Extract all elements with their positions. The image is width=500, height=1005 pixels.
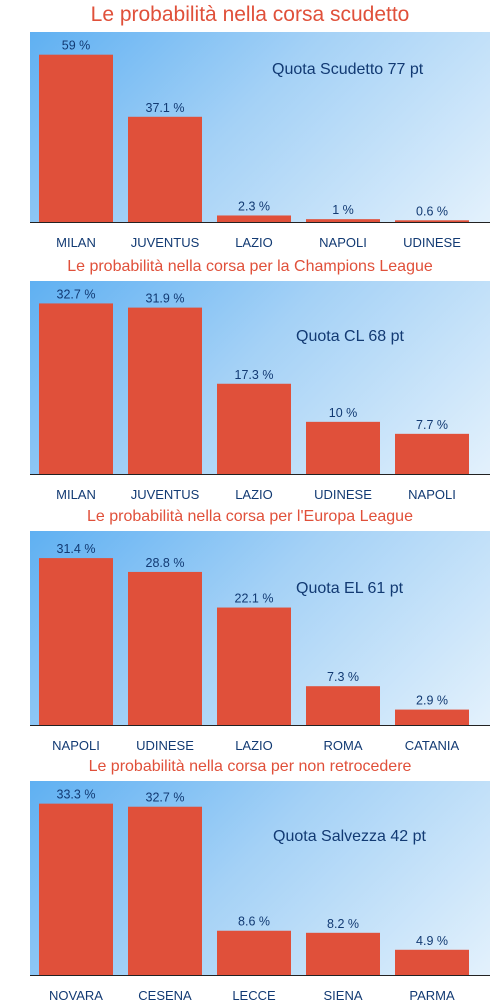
chart-2-quota-label: Quota CL 68 pt (296, 328, 404, 345)
chart-1-value-label: 2.3 % (238, 199, 270, 213)
chart-1-quota-label: Quota Scudetto 77 pt (272, 61, 424, 78)
chart-3-tick-label: UDINESE (136, 738, 194, 753)
chart-2-bar-lazio (217, 383, 291, 474)
chart-4-quota-label: Quota Salvezza 42 pt (273, 828, 426, 845)
chart-3-value-label: 7.3 % (327, 670, 359, 684)
chart-3-title: Le probabilità nella corsa per l'Europa … (87, 508, 413, 525)
chart-4-value-label: 4.9 % (416, 934, 448, 948)
chart-2-value-label: 32.7 % (57, 287, 96, 301)
chart-1-plot: 59 % 37.1 % 2.3 % 1 % 0.6 % (39, 39, 469, 222)
chart-4-bar-siena (306, 932, 380, 975)
chart-4-plot: 33.3 % 32.7 % 8.6 % 8.2 % 4.9 % (39, 788, 469, 975)
chart-4-panel: Quota Salvezza 42 pt 33.3 % 32.7 % 8.6 % 8.… (30, 781, 490, 975)
chart-3-bar-udinese (128, 571, 202, 725)
chart-4-tick-label: CESENA (138, 988, 192, 1003)
chart-2-panel: Quota CL 68 pt 32.7 % 31.9 % 17.3 % 10 % 7.7… (30, 281, 490, 474)
chart-1-x-axis: MILAN JUVENTUS LAZIO NAPOLI UDINESE (30, 222, 490, 250)
chart-2-value-label: 7.7 % (416, 418, 448, 432)
chart-3-bar-napoli (39, 558, 113, 725)
chart-2-value-label: 17.3 % (235, 368, 274, 382)
chart-2-plot: 32.7 % 31.9 % 17.3 % 10 % 7.7 % (39, 287, 469, 474)
chart-4-value-label: 33.3 % (57, 788, 96, 802)
chart-2-title: Le probabilità nella corsa per la Champi… (67, 258, 433, 275)
chart-3-value-label: 22.1 % (235, 592, 274, 606)
chart-2-x-axis: MILAN JUVENTUS LAZIO UDINESE NAPOLI (30, 474, 490, 502)
chart-3-value-label: 2.9 % (416, 694, 448, 708)
chart-1-tick-label: LAZIO (235, 235, 273, 250)
chart-1-bar-milan (39, 54, 113, 222)
chart-2-tick-label: JUVENTUS (131, 487, 200, 502)
chart-2-bar-udinese (306, 421, 380, 474)
chart-2-bar-milan (39, 303, 113, 474)
chart-3-tick-label: LAZIO (235, 738, 273, 753)
chart-1-value-label: 1 % (332, 203, 354, 217)
chart-3-panel: Quota EL 61 pt 31.4 % 28.8 % 22.1 % 7.3 % 2.… (30, 531, 490, 725)
chart-4-bar-novara (39, 803, 113, 975)
chart-3-bar-catania (395, 709, 469, 725)
chart-1-bar-juventus (128, 116, 202, 222)
chart-4-bar-lecce (217, 930, 291, 975)
chart-1-panel: Quota Scudetto 77 pt 59 % 37.1 % 2.3 % 1 % 0… (30, 32, 490, 222)
chart-4-tick-label: LECCE (232, 988, 276, 1003)
chart-1-value-label: 37.1 % (146, 101, 185, 115)
chart-2-tick-label: LAZIO (235, 487, 273, 502)
chart-3-value-label: 28.8 % (146, 556, 185, 570)
chart-4-bar-parma (395, 949, 469, 975)
chart-4-tick-label: SIENA (323, 988, 362, 1003)
chart-1-bar-lazio (217, 215, 291, 222)
chart-1-value-label: 59 % (62, 39, 91, 53)
chart-2-tick-label: UDINESE (314, 487, 372, 502)
chart-1-bar-napoli (306, 219, 380, 222)
chart-4-value-label: 8.2 % (327, 917, 359, 931)
chart-1-tick-label: JUVENTUS (131, 235, 200, 250)
chart-3-tick-label: ROMA (324, 738, 363, 753)
chart-4-bar-cesena (128, 806, 202, 975)
chart-1-value-label: 0.6 % (416, 204, 448, 218)
chart-1-title: Le probabilità nella corsa scudetto (90, 3, 410, 26)
chart-3-plot: 31.4 % 28.8 % 22.1 % 7.3 % 2.9 % (39, 542, 469, 725)
chart-3-quota-label: Quota EL 61 pt (296, 580, 404, 597)
chart-2-tick-label: NAPOLI (408, 487, 456, 502)
chart-4-title: Le probabilità nella corsa per non retro… (88, 758, 412, 775)
chart-4-x-axis: NOVARA CESENA LECCE SIENA PARMA (30, 975, 490, 1003)
chart-1-tick-label: UDINESE (403, 235, 461, 250)
chart-3-bar-lazio (217, 607, 291, 725)
chart-2-value-label: 31.9 % (146, 292, 185, 306)
chart-2-tick-label: MILAN (56, 487, 96, 502)
chart-3-x-axis: NAPOLI UDINESE LAZIO ROMA CATANIA (30, 725, 490, 753)
chart-3-bar-roma (306, 686, 380, 725)
chart-3-tick-label: NAPOLI (52, 738, 100, 753)
chart-4-tick-label: NOVARA (49, 988, 103, 1003)
chart-1-tick-label: NAPOLI (319, 235, 367, 250)
chart-4-value-label: 32.7 % (146, 791, 185, 805)
chart-4-value-label: 8.6 % (238, 915, 270, 929)
chart-3-value-label: 31.4 % (57, 542, 96, 556)
chart-4-tick-label: PARMA (409, 988, 455, 1003)
chart-1-bar-udinese (395, 220, 469, 222)
chart-2-bar-juventus (128, 307, 202, 474)
chart-2-bar-napoli (395, 433, 469, 474)
chart-2-value-label: 10 % (329, 406, 358, 420)
chart-3-tick-label: CATANIA (405, 738, 460, 753)
chart-1-tick-label: MILAN (56, 235, 96, 250)
